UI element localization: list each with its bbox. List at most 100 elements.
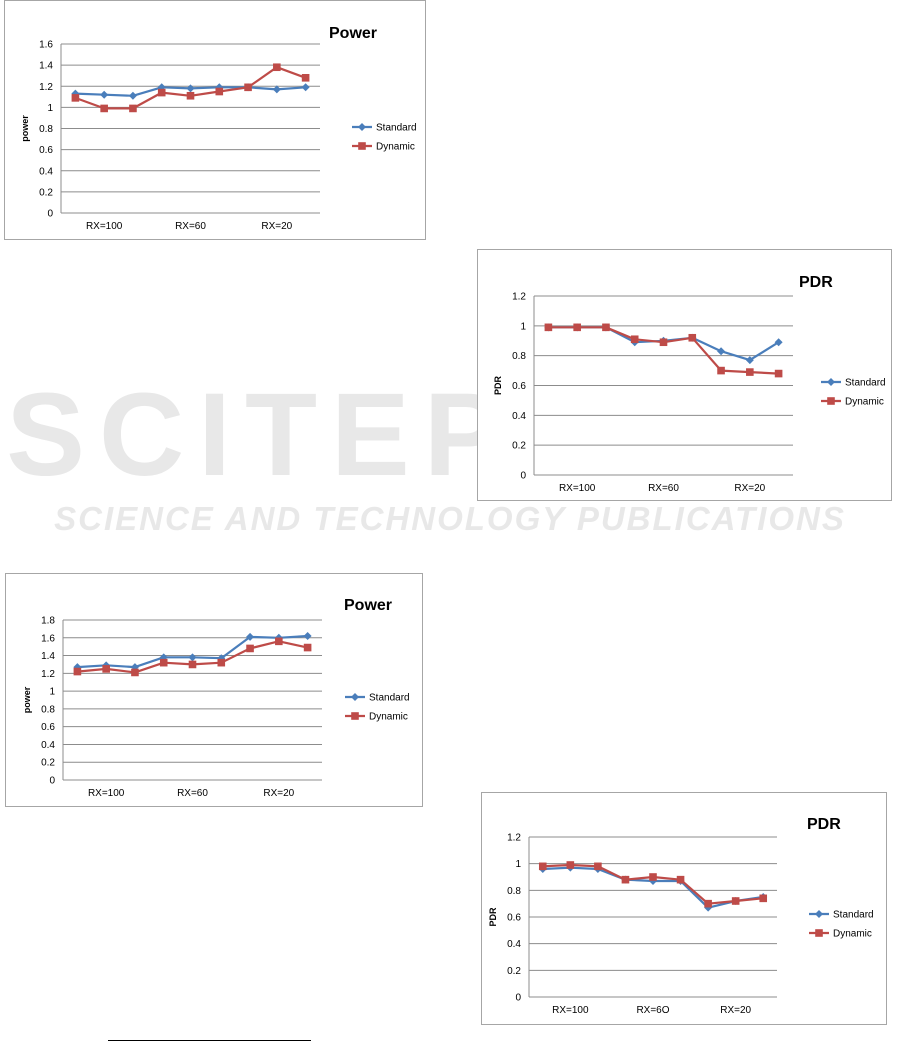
data-point-dynamic — [157, 88, 166, 97]
chart-frame — [481, 792, 887, 1025]
data-point-dynamic — [129, 104, 137, 113]
chart-title: PDR — [807, 816, 841, 833]
data-point-standard — [188, 653, 197, 662]
data-point-standard — [246, 632, 255, 641]
data-point-dynamic — [659, 338, 668, 347]
pdr-chart-bottom: 0 0.2 0.4 0.6 0.8 1 1.2 RX=100 RX=6O RX=20 PDR PDR S… — [481, 792, 887, 1025]
data-point-dynamic — [244, 83, 252, 92]
legend-label-dynamic: Dynamic — [833, 929, 872, 940]
x-tick-label: RX=20 — [734, 483, 765, 494]
data-point-dynamic — [594, 862, 602, 871]
data-point-dynamic — [538, 862, 547, 871]
power-chart-top: 0 0.2 0.4 0.6 0.8 1 1.2 1.4 1.6 RX=100 RX=60 RX=20 p… — [4, 0, 426, 240]
data-point-dynamic — [301, 74, 310, 82]
y-tick-label: 1.6 — [41, 633, 55, 644]
data-point-dynamic — [602, 323, 610, 332]
x-tick-label: RX=20 — [263, 788, 294, 799]
y-tick-label: 0.4 — [507, 939, 521, 950]
y-tick-label: 0.6 — [39, 145, 53, 156]
data-point-dynamic — [649, 873, 657, 881]
y-tick-label: 0.2 — [41, 758, 55, 769]
y-tick-label: 0.8 — [39, 124, 53, 135]
data-point-dynamic — [273, 63, 281, 72]
data-point-dynamic — [102, 665, 110, 673]
footnote-rule — [108, 1040, 311, 1041]
legend-marker-standard — [827, 378, 835, 386]
data-point-dynamic — [275, 637, 283, 646]
x-tick-label: RX=20 — [720, 1005, 751, 1016]
y-tick-label: 0 — [520, 471, 526, 482]
y-tick-label: 0 — [49, 776, 55, 787]
data-point-dynamic — [186, 91, 195, 100]
legend-marker-standard — [351, 693, 359, 701]
data-point-dynamic — [188, 660, 197, 669]
y-tick-label: 1.4 — [39, 61, 53, 72]
y-tick-label: 1.2 — [512, 292, 526, 303]
data-point-dynamic — [630, 335, 639, 344]
data-point-dynamic — [676, 875, 685, 884]
x-tick-label: RX=100 — [559, 483, 596, 494]
y-tick-label: 0.2 — [507, 966, 521, 977]
chart-svg: 0 0.2 0.4 0.6 0.8 1 1.2 1.4 1.6 1.8 RX=100 RX=60 RX=… — [5, 573, 423, 807]
chart-frame — [477, 249, 892, 501]
data-point-dynamic — [217, 658, 226, 667]
y-tick-label: 1.4 — [41, 651, 55, 662]
y-axis-label: power — [20, 115, 30, 142]
y-tick-label: 1.2 — [507, 833, 521, 844]
data-point-dynamic — [746, 368, 754, 376]
data-point-dynamic — [215, 87, 224, 96]
data-point-dynamic — [566, 861, 575, 869]
legend-marker-dynamic — [351, 712, 359, 720]
y-tick-label: 0.4 — [512, 411, 526, 422]
data-point-dynamic — [159, 658, 168, 667]
y-tick-label: 0.6 — [507, 913, 521, 924]
chart-title: Power — [344, 597, 392, 614]
chart-title: Power — [329, 25, 377, 42]
y-tick-label: 0.8 — [41, 704, 55, 715]
data-point-dynamic — [573, 323, 581, 332]
data-point-standard — [272, 85, 281, 94]
legend-label-standard: Standard — [845, 378, 886, 389]
y-tick-label: 1.2 — [41, 669, 55, 680]
x-tick-label: RX=20 — [261, 221, 292, 232]
data-point-dynamic — [100, 104, 108, 113]
x-tick-label: RX=60 — [177, 788, 208, 799]
y-tick-label: 1 — [515, 859, 521, 870]
legend-marker-dynamic — [827, 397, 835, 405]
data-point-standard — [774, 338, 783, 347]
data-point-standard — [186, 84, 195, 93]
x-tick-label: RX=100 — [88, 788, 125, 799]
legend-marker-dynamic — [815, 929, 823, 937]
y-tick-label: 0.6 — [41, 722, 55, 733]
data-point-dynamic — [131, 668, 139, 677]
chart-svg: 0 0.2 0.4 0.6 0.8 1 1.2 RX=100 RX=6O RX=20 PDR PDR S… — [481, 792, 887, 1025]
legend-marker-standard — [815, 910, 823, 918]
y-axis-label: power — [22, 686, 32, 713]
y-tick-label: 0.4 — [41, 740, 55, 751]
data-point-dynamic — [544, 323, 553, 332]
data-point-standard — [301, 83, 310, 92]
data-point-standard — [100, 90, 109, 99]
legend-marker-standard — [358, 123, 366, 131]
data-point-dynamic — [717, 366, 725, 375]
data-point-dynamic — [621, 875, 630, 884]
legend-label-standard: Standard — [376, 123, 417, 134]
power-chart-bottom: 0 0.2 0.4 0.6 0.8 1 1.2 1.4 1.6 1.8 RX=100 RX=60 RX=… — [5, 573, 423, 807]
y-tick-label: 1 — [520, 321, 526, 332]
chart-svg: 0 0.2 0.4 0.6 0.8 1 1.2 RX=100 RX=60 RX=20 PDR PDR S… — [477, 249, 892, 501]
y-tick-label: 0.8 — [512, 351, 526, 362]
data-point-dynamic — [774, 369, 783, 378]
legend-label-standard: Standard — [369, 693, 410, 704]
y-tick-label: 1.6 — [39, 40, 53, 51]
x-tick-label: RX=60 — [175, 221, 206, 232]
chart-frame — [4, 0, 426, 240]
data-point-dynamic — [303, 643, 312, 652]
y-axis-label: PDR — [488, 907, 498, 927]
y-tick-label: 0.2 — [512, 441, 526, 452]
pdr-chart-top: 0 0.2 0.4 0.6 0.8 1 1.2 RX=100 RX=60 RX=20 PDR PDR S… — [477, 249, 892, 501]
chart-frame — [5, 573, 423, 807]
data-point-standard — [128, 91, 137, 100]
data-point-dynamic — [73, 667, 82, 676]
y-tick-label: 1.8 — [41, 616, 55, 627]
data-point-standard — [745, 356, 754, 365]
